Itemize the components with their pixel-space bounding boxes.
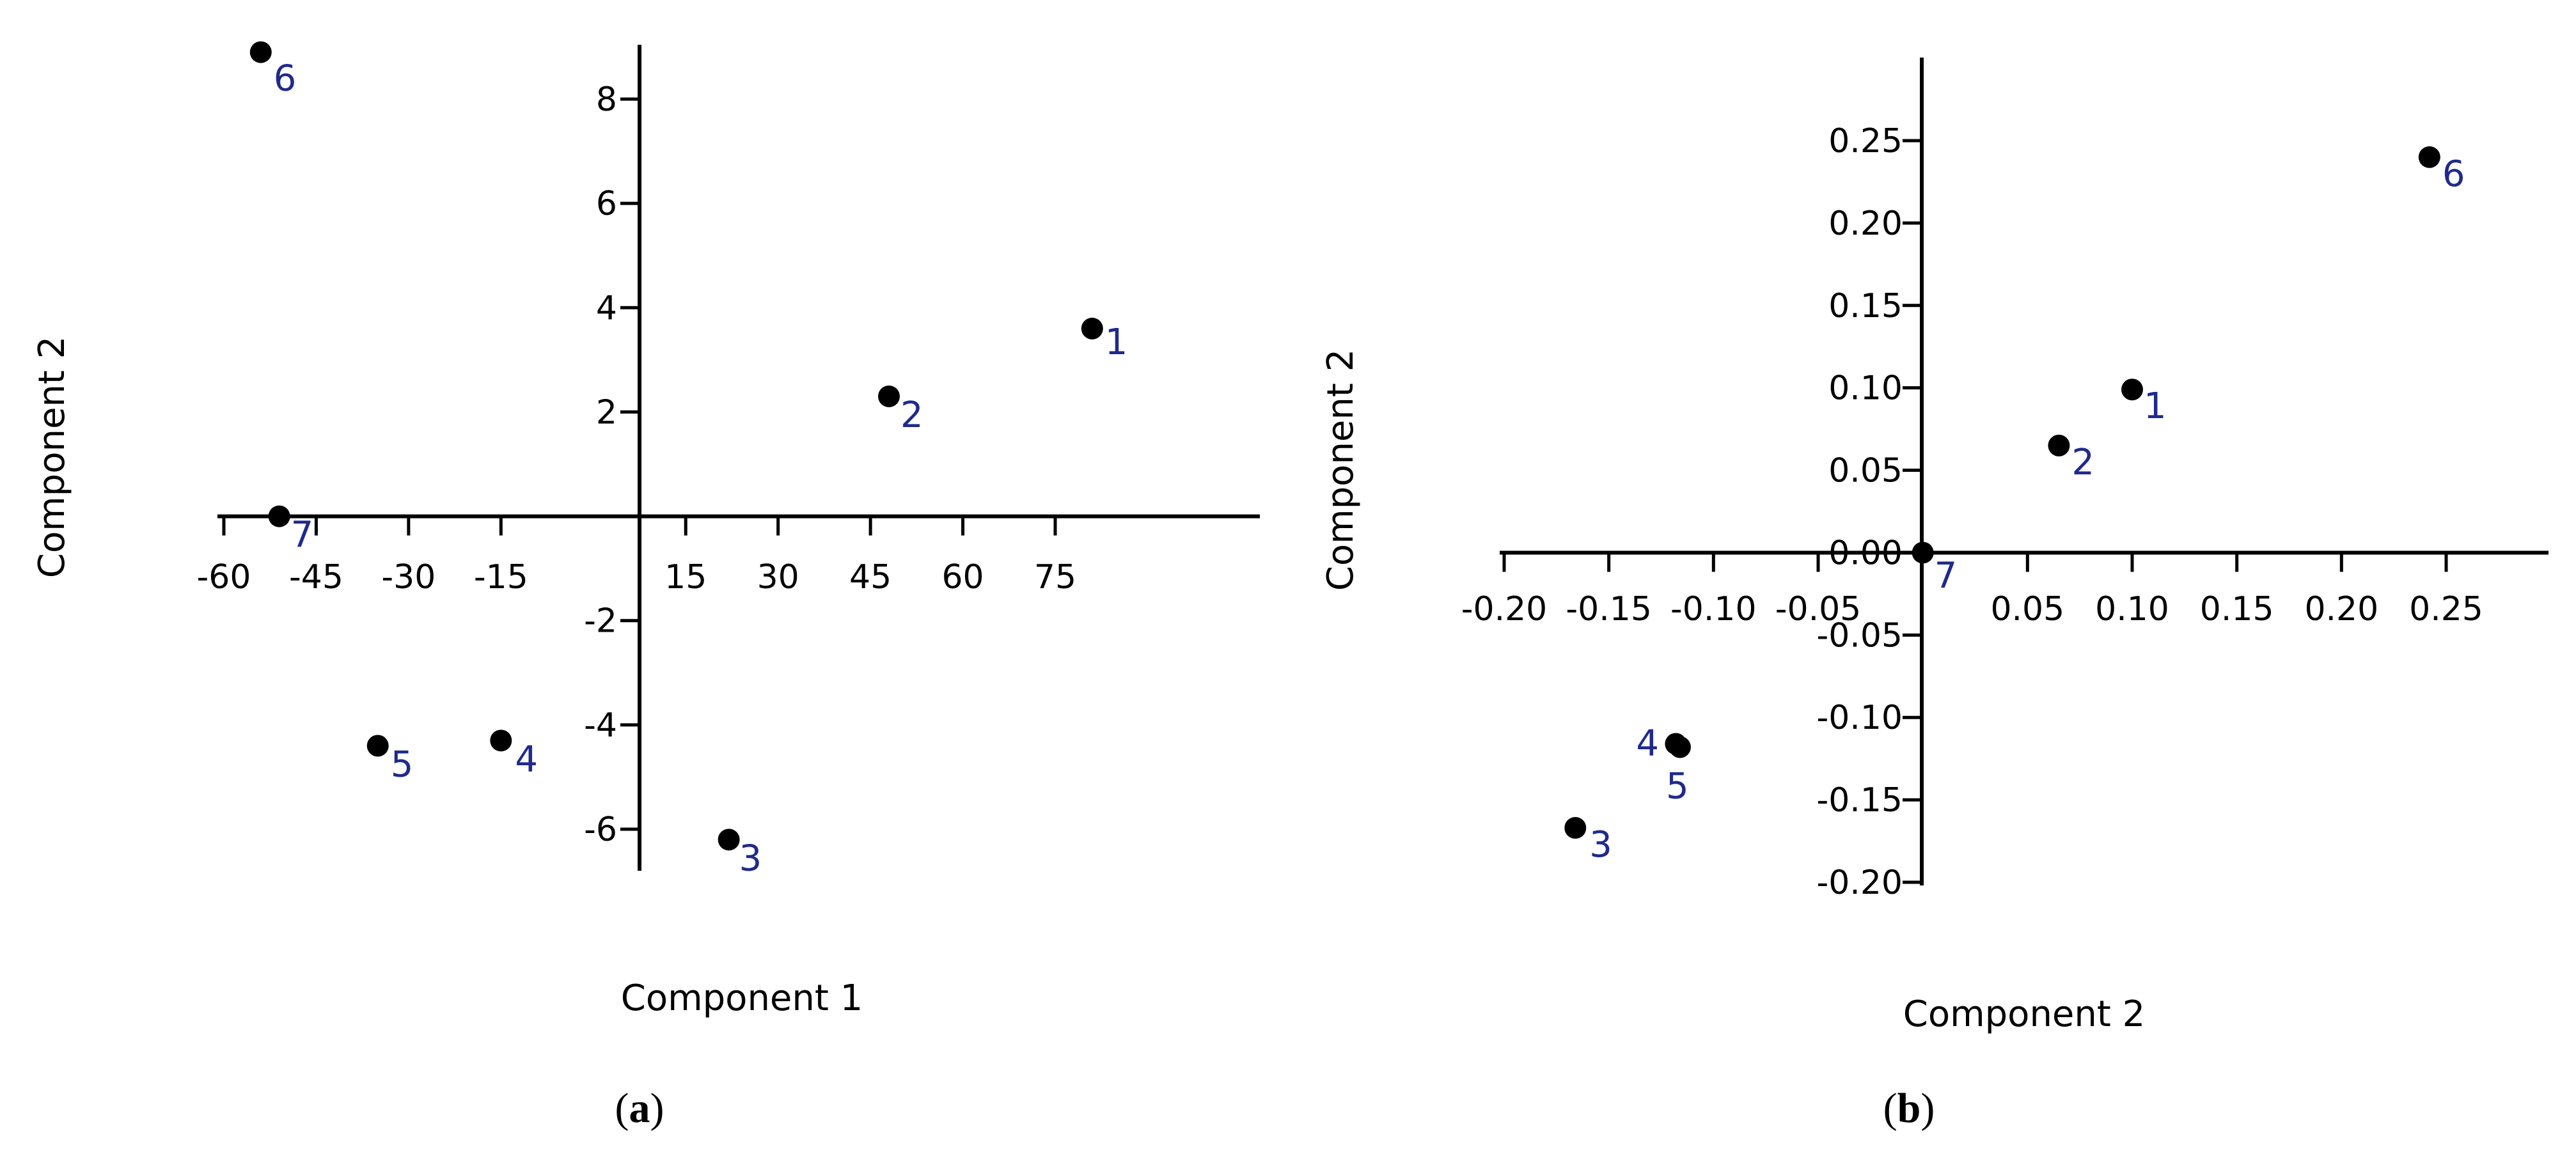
data-point-4 — [490, 729, 512, 752]
x-tick-label: -30 — [381, 558, 436, 596]
y-tick-label: 0.15 — [1828, 287, 1903, 325]
x-tick-label: -45 — [289, 558, 343, 596]
x-tick-label: 30 — [757, 558, 799, 596]
x-tick-label: 0.25 — [2409, 590, 2483, 628]
data-point-label: 3 — [739, 838, 762, 879]
x-tick-label: -15 — [474, 558, 528, 596]
data-point-7 — [268, 505, 290, 527]
x-axis-title: Component 2 — [1903, 993, 2146, 1035]
y-axis-title: Component 2 — [1320, 349, 1362, 591]
data-point-3 — [1564, 816, 1587, 839]
y-tick-label: 0.25 — [1828, 122, 1903, 160]
x-tick-label: -0.10 — [1670, 590, 1757, 628]
data-point-label: 6 — [2442, 153, 2465, 195]
data-point-label: 5 — [1666, 766, 1689, 807]
chart-panel-b: -0.20 -0.15 -0.10 -0.05 0.05 0.10 0.15 0.20 0.25… — [1320, 58, 2549, 1132]
panel-label-letter: a — [629, 1085, 650, 1132]
data-point-label: 7 — [291, 515, 314, 556]
data-point-label: 6 — [274, 58, 297, 100]
y-tick-label: -0.05 — [1816, 616, 1903, 655]
x-tick-label: 0.15 — [2200, 590, 2274, 628]
x-tick-label: 60 — [941, 558, 984, 596]
data-point-3 — [718, 829, 740, 851]
x-tick-label: -0.20 — [1461, 590, 1548, 628]
data-point-6 — [2418, 146, 2440, 168]
panel-label-close: ) — [650, 1085, 664, 1132]
y-tick-label: 6 — [596, 185, 617, 223]
y-tick-label: -0.10 — [1816, 699, 1903, 737]
data-point-label: 4 — [515, 738, 538, 780]
panel-label-letter: b — [1897, 1085, 1921, 1132]
data-point-label: 1 — [1105, 322, 1128, 363]
x-tick-label: 0.05 — [1990, 590, 2064, 628]
y-tick-label: 4 — [596, 289, 617, 327]
y-tick-label: -0.15 — [1816, 781, 1903, 820]
y-tick-label: 0.05 — [1828, 452, 1903, 490]
y-tick-label: 0.20 — [1828, 205, 1903, 243]
data-point-label: 1 — [2144, 386, 2167, 427]
data-point-2 — [2048, 434, 2070, 456]
chart-panel-a: -60 -45 -30 -15 15 30 45 60 75-6-4-22468Componen… — [31, 41, 1260, 1132]
x-axis-title: Component 1 — [621, 978, 863, 1019]
data-point-label: 2 — [2071, 442, 2094, 483]
panel-label-open: ( — [1883, 1085, 1897, 1132]
y-tick-label: 2 — [596, 393, 617, 432]
data-point-label: 3 — [1589, 824, 1612, 866]
data-point-5 — [366, 735, 389, 757]
data-point-7 — [1912, 542, 1934, 564]
panel-label-close: ) — [1920, 1085, 1935, 1132]
panel-label-open: ( — [615, 1085, 629, 1132]
x-tick-label: 75 — [1034, 558, 1076, 596]
data-point-1 — [2121, 378, 2143, 401]
x-tick-label: 0.10 — [2095, 590, 2169, 628]
y-tick-label: 0.00 — [1828, 534, 1903, 572]
y-tick-label: -6 — [584, 811, 617, 849]
data-point-label: 7 — [1935, 555, 1958, 596]
panel-label: (b) — [1883, 1085, 1935, 1132]
y-tick-label: -4 — [584, 706, 617, 745]
x-tick-label: -0.05 — [1775, 590, 1862, 628]
data-point-5 — [1669, 736, 1691, 758]
panel-label: (a) — [615, 1085, 664, 1132]
x-tick-label: 45 — [849, 558, 891, 596]
data-point-label: 2 — [900, 394, 923, 436]
x-tick-label: -60 — [197, 558, 251, 596]
data-point-6 — [249, 41, 272, 63]
data-point-1 — [1081, 317, 1103, 339]
x-tick-label: -0.15 — [1566, 590, 1652, 628]
y-tick-label: -0.20 — [1816, 864, 1903, 902]
x-tick-label: 0.20 — [2304, 590, 2378, 628]
y-tick-label: -2 — [584, 602, 617, 641]
y-tick-label: 0.10 — [1828, 370, 1903, 408]
data-point-label: 4 — [1636, 722, 1659, 764]
data-point-2 — [878, 385, 900, 407]
x-tick-label: 15 — [664, 558, 707, 596]
y-axis-title: Component 2 — [31, 336, 73, 579]
y-tick-label: 8 — [596, 81, 617, 119]
data-point-label: 5 — [391, 744, 414, 785]
